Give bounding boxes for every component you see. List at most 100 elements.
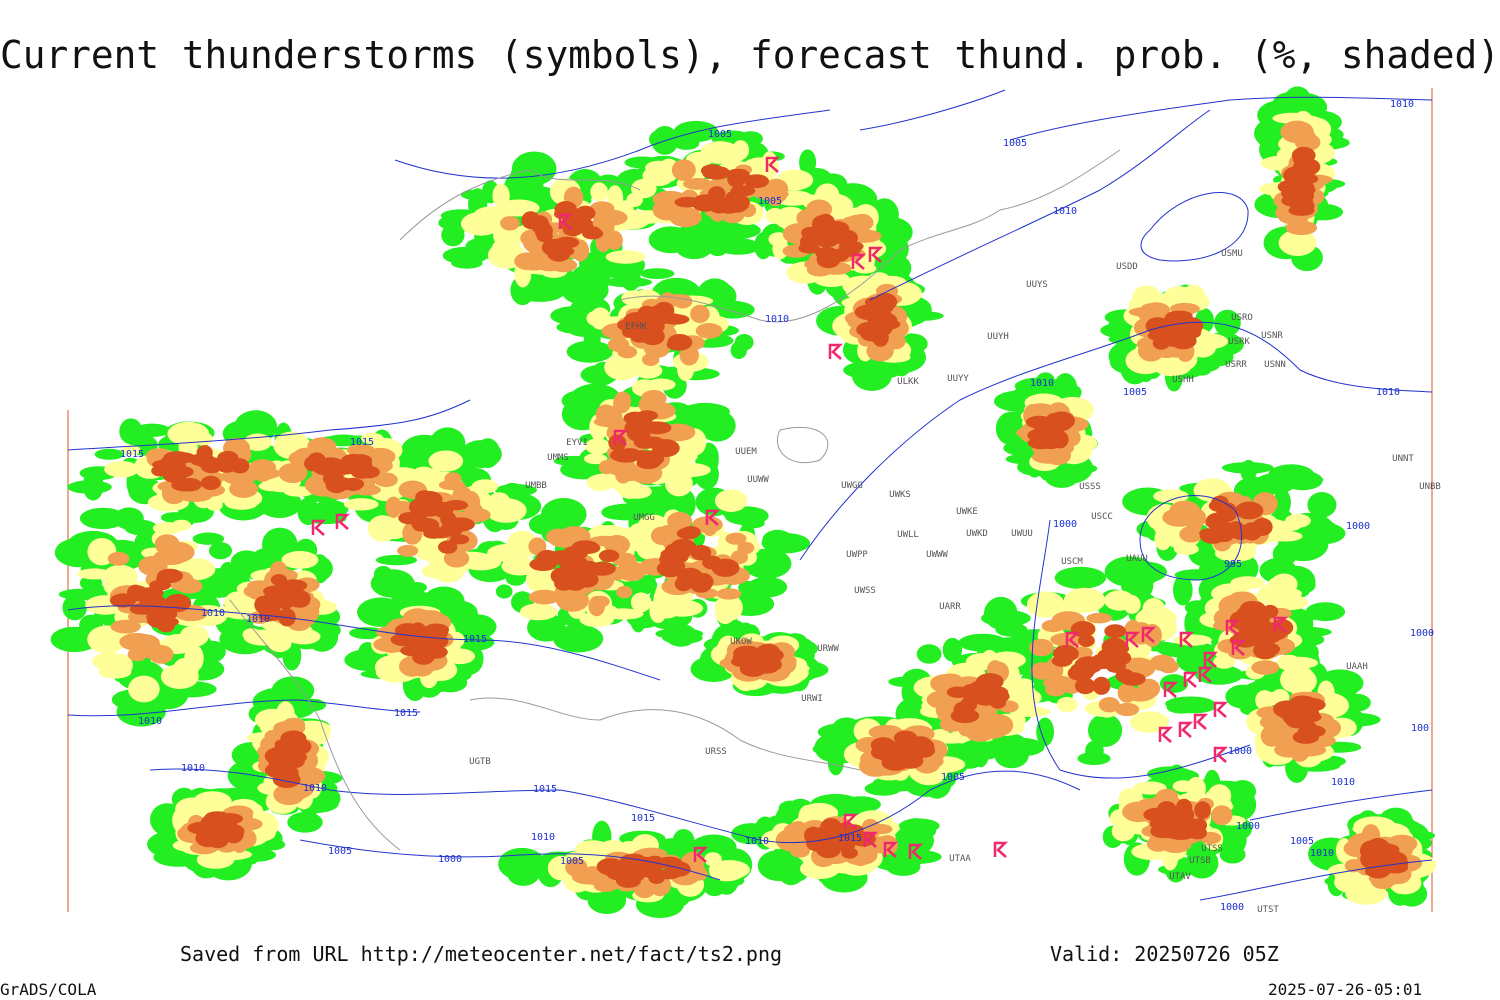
- footer-saved: Saved from URL http://meteocenter.net/fa…: [180, 942, 782, 966]
- shade-blob: [1040, 434, 1062, 450]
- isobar: [1199, 859, 1433, 901]
- shade-blob: [1154, 527, 1172, 551]
- storm-symbol: [993, 841, 1009, 858]
- shade-blob: [1273, 488, 1291, 517]
- storm-symbol: [311, 519, 327, 536]
- shade-blob: [589, 201, 615, 216]
- shade-blob: [1360, 850, 1380, 869]
- storm-symbol: [1193, 713, 1209, 730]
- shade-blob: [397, 544, 419, 557]
- shade-blob: [999, 738, 1035, 750]
- shade-blob: [566, 340, 614, 363]
- station-label: USRO: [1231, 313, 1253, 323]
- shade-blob: [708, 860, 750, 880]
- shade-blob: [206, 498, 223, 511]
- shade-blob: [1221, 462, 1274, 474]
- shade-blob: [1156, 801, 1177, 820]
- isobar-label: 1010: [531, 832, 555, 843]
- shade-blob: [645, 310, 663, 323]
- shade-blob: [680, 526, 701, 539]
- shade-blob: [1124, 619, 1142, 643]
- shade-blob: [839, 241, 864, 252]
- storm-symbol: [1203, 651, 1219, 668]
- shade-blob: [1092, 676, 1111, 695]
- shade-blob: [99, 653, 132, 672]
- station-label: UTAA: [949, 854, 971, 864]
- shade-blob: [1270, 729, 1290, 744]
- isobar: [1249, 789, 1433, 821]
- shade-blob: [422, 645, 448, 659]
- isobar: [299, 839, 721, 881]
- shade-blob: [498, 847, 546, 881]
- shade-blob: [296, 607, 313, 628]
- station-label: UMMS: [547, 453, 569, 463]
- shade-blob: [1182, 529, 1201, 543]
- isobar: [859, 89, 1006, 131]
- shade-blob: [119, 633, 155, 651]
- storm-symbol: [1179, 631, 1195, 648]
- shade-blob: [727, 170, 746, 188]
- shade-blob: [981, 609, 1031, 627]
- shade-blob: [866, 340, 894, 362]
- isobar: [149, 768, 1081, 843]
- shade-blob: [798, 242, 820, 254]
- shade-blob: [583, 453, 608, 465]
- shade-blob: [882, 741, 907, 755]
- shade-blob: [683, 178, 713, 190]
- shade-blob: [689, 575, 713, 593]
- station-label: UWKE: [956, 507, 978, 517]
- coastline: [776, 426, 829, 464]
- shade-blob: [595, 404, 616, 425]
- shade-blob: [1236, 606, 1253, 621]
- storm-symbol: [705, 509, 721, 526]
- shade-blob: [1078, 634, 1095, 647]
- station-label: UWUU: [1011, 529, 1033, 539]
- isobar: [394, 109, 831, 179]
- shade-blob: [204, 811, 230, 822]
- shade-blob: [1173, 543, 1199, 555]
- shade-blob: [903, 818, 929, 832]
- shade-blob: [428, 450, 464, 472]
- shade-blob: [440, 521, 464, 537]
- shade-blob: [460, 189, 488, 200]
- shade-blob: [1181, 856, 1201, 874]
- shade-blob: [438, 540, 458, 554]
- shade-blob: [602, 608, 644, 620]
- station-label: UWGG: [841, 481, 863, 491]
- shade-blob: [620, 563, 650, 575]
- station-label: UUWW: [747, 475, 769, 485]
- shade-blob: [1124, 687, 1156, 702]
- storm-symbol: [1183, 671, 1199, 688]
- shade-blob: [535, 258, 563, 272]
- shade-blob: [304, 456, 321, 472]
- isobar-label: 1005: [758, 196, 782, 207]
- shade-blob: [1309, 493, 1327, 510]
- isobar-label: 995: [1224, 559, 1242, 570]
- shade-blob: [178, 478, 202, 492]
- storm-symbol: [1163, 681, 1179, 698]
- shade-blob: [287, 812, 323, 833]
- footer-credit: GrADS/COLA: [0, 980, 97, 999]
- shade-blob: [1153, 489, 1189, 504]
- shade-blob: [1036, 372, 1055, 389]
- shade-blob: [1252, 517, 1273, 536]
- isobar-label: 1000: [1410, 628, 1434, 639]
- shade-blob: [609, 449, 632, 462]
- shade-blob: [638, 396, 656, 413]
- shade-blob: [1255, 642, 1280, 657]
- station-label: URSS: [705, 747, 727, 757]
- shade-blob: [841, 847, 858, 859]
- station-label: UWKS: [889, 490, 911, 500]
- isobar-label: 1005: [1290, 836, 1314, 847]
- shade-blob: [916, 644, 942, 664]
- shade-blob: [1190, 356, 1221, 373]
- shade-blob: [608, 434, 627, 452]
- isobar-label: 1000: [1053, 519, 1077, 530]
- storm-symbol: [1125, 631, 1141, 648]
- shade-blob: [763, 184, 788, 204]
- shade-blob: [621, 318, 643, 337]
- shade-blob: [730, 185, 756, 197]
- storm-symbol: [1273, 616, 1289, 633]
- storm-symbol: [1158, 726, 1174, 743]
- shade-blob: [133, 423, 171, 437]
